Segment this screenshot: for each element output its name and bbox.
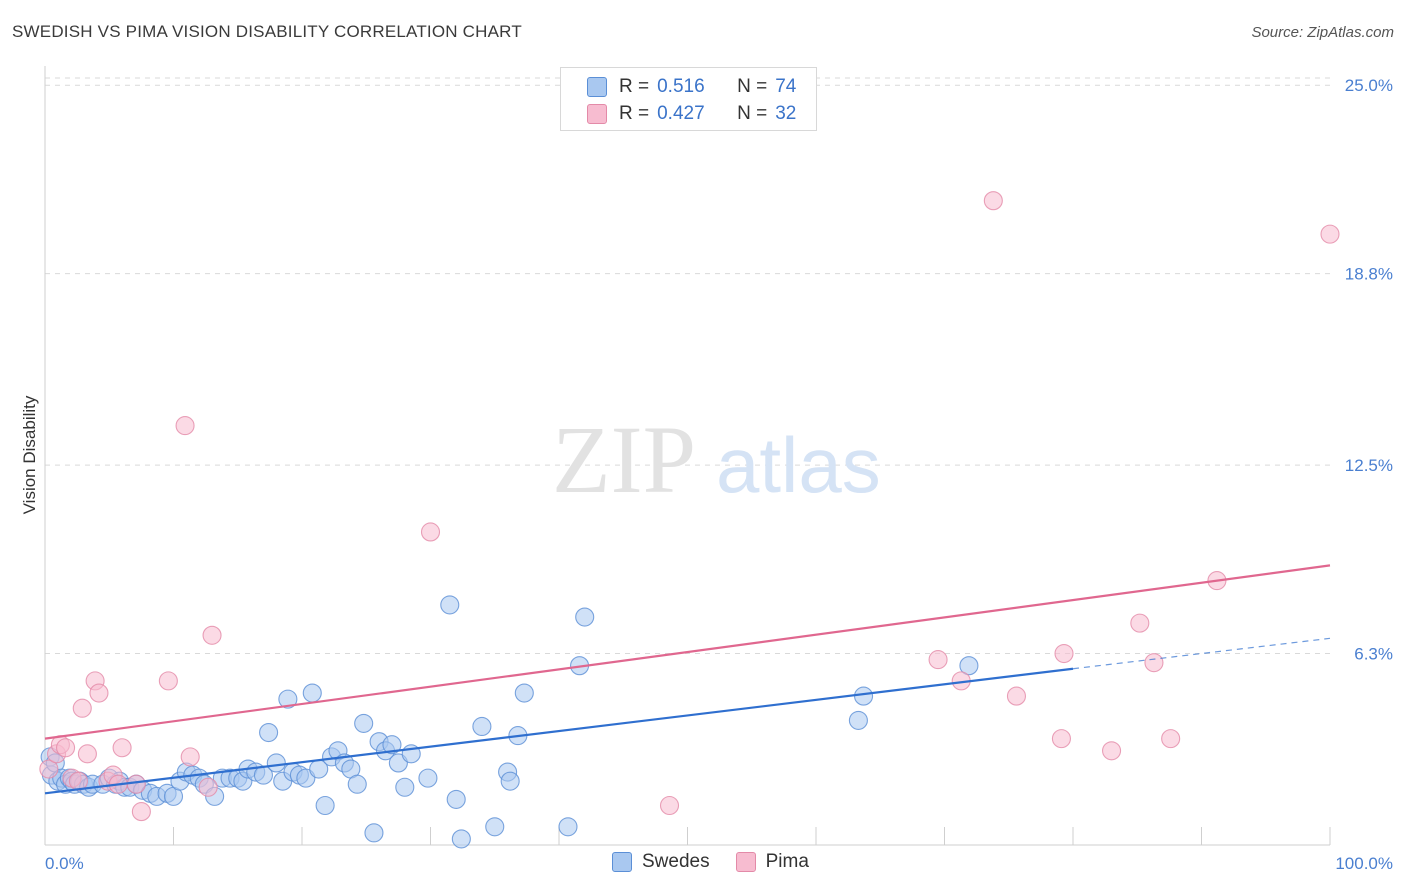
pima-point <box>202 625 222 645</box>
swedes-point <box>558 817 578 837</box>
pima-point <box>1006 686 1027 706</box>
legend: R = 0.516 N = 74 R = 0.427 N = 32 <box>560 67 817 131</box>
pima-point <box>77 744 97 764</box>
pima-point <box>72 698 92 718</box>
legend-swatch-pima <box>735 852 756 872</box>
pima-point <box>89 683 109 703</box>
swedes-point <box>848 710 868 730</box>
legend-swatch-swedes <box>612 852 632 872</box>
legend-n-value: 74 <box>775 76 797 97</box>
swedes-point <box>354 713 374 733</box>
swedes-point <box>853 686 874 706</box>
swedes-point <box>514 683 534 703</box>
swedes-point <box>364 823 384 843</box>
pima-point <box>198 777 218 797</box>
trend-lines <box>44 564 1331 795</box>
pima-point <box>1051 729 1071 749</box>
pima-point <box>1102 741 1122 761</box>
swedes-point <box>302 683 322 703</box>
legend-row-swedes: R = 0.516 N = 74 <box>587 74 796 100</box>
swedes-point <box>266 753 286 773</box>
swedes-point <box>451 829 471 849</box>
legend-r-value: 0.516 <box>657 76 705 97</box>
legend-n-label: N = <box>737 103 768 124</box>
chart-title: SWEDISH VS PIMA VISION DISABILITY CORREL… <box>12 22 522 41</box>
y-tick-label: 6.3% <box>1354 645 1393 664</box>
pima-point <box>1144 653 1164 673</box>
swedes-point <box>315 795 335 816</box>
bottom-legend: Swedes Pima <box>612 851 835 873</box>
pima-point <box>659 795 680 816</box>
swedes-point <box>395 777 415 797</box>
watermark: ZIP atlas <box>552 406 881 513</box>
pima-point <box>126 774 146 794</box>
legend-label-swedes: Swedes <box>642 851 710 872</box>
swedes-point <box>446 789 466 809</box>
legend-n-label: N = <box>737 76 768 97</box>
swedes-point <box>440 595 460 615</box>
x-tick-label: 0.0% <box>45 854 84 873</box>
pima-point <box>158 671 178 691</box>
swedes-trend-line <box>44 667 1074 795</box>
legend-row-pima: R = 0.427 N = 32 <box>587 101 796 127</box>
legend-r-value: 0.427 <box>657 103 705 124</box>
swedes-point <box>418 768 438 788</box>
y-tick-label: 12.5% <box>1345 456 1393 475</box>
pima-point <box>1161 729 1181 749</box>
pima-point <box>131 802 151 822</box>
legend-item-swedes: Swedes <box>612 851 710 873</box>
pima-point <box>1130 613 1150 633</box>
legend-swatch-pima <box>587 104 607 124</box>
y-axis-label: Vision Disability <box>20 395 39 514</box>
pima-point <box>1320 224 1340 244</box>
pima-trend-line <box>44 564 1331 740</box>
swedes-point <box>259 722 279 743</box>
watermark-atlas: atlas <box>716 421 881 509</box>
swedes-trend-extension <box>1072 637 1331 670</box>
y-tick-label: 25.0% <box>1345 76 1393 95</box>
swedes-point <box>347 774 367 794</box>
legend-r-label: R = <box>619 103 650 124</box>
pima-point <box>39 759 59 779</box>
chart-source: Source: ZipAtlas.com <box>1251 24 1394 41</box>
swedes-point <box>500 771 520 791</box>
swedes-point <box>382 735 402 755</box>
axes <box>44 66 1331 846</box>
pima-point <box>175 416 195 436</box>
swedes-point <box>472 716 492 737</box>
legend-item-pima: Pima <box>735 851 809 873</box>
watermark-zip: ZIP <box>552 406 696 513</box>
pima-point <box>983 191 1003 211</box>
swedes-point <box>278 689 298 709</box>
y-tick-label: 18.8% <box>1345 265 1393 284</box>
swedes-point <box>485 817 505 837</box>
swedes-point <box>575 607 595 627</box>
swedes-point <box>959 656 979 676</box>
legend-n-value: 32 <box>775 103 797 124</box>
pima-point <box>1054 643 1074 664</box>
grid-lines <box>45 77 1330 655</box>
data-points <box>39 191 1340 849</box>
pima-point <box>928 650 948 670</box>
legend-swatch-swedes <box>587 77 607 97</box>
legend-label-pima: Pima <box>765 851 809 872</box>
pima-point <box>180 747 200 767</box>
pima-point <box>420 522 441 542</box>
pima-point <box>112 738 132 758</box>
tick-labels: 6.3% 12.5% 18.8% 25.0% 0.0% 100.0% <box>45 76 1393 873</box>
legend-r-label: R = <box>619 76 650 97</box>
x-tick-label: 100.0% <box>1335 854 1393 873</box>
pima-point <box>56 738 76 758</box>
